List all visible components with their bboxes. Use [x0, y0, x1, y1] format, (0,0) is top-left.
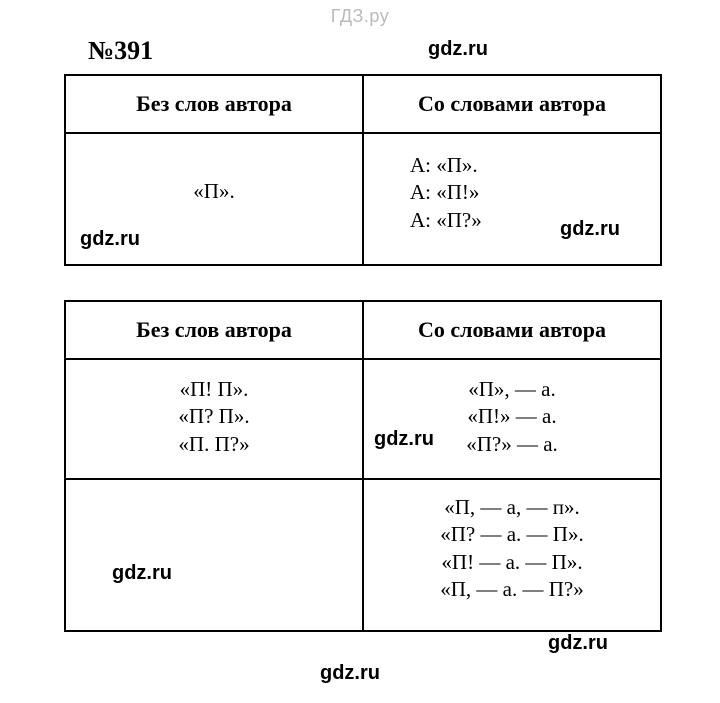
table-row: Без слов автора Со словами автора: [65, 301, 661, 359]
table-cell: «П».: [65, 133, 363, 265]
cell-line: А: «П!»: [410, 179, 482, 206]
table-header-right: Со словами автора: [363, 301, 661, 359]
cell-line: «П, — а. — П?»: [364, 576, 660, 603]
cell-line: «П! П».: [66, 376, 362, 403]
table-header-left: Без слов автора: [65, 75, 363, 133]
watermark-text: gdz.ru: [428, 38, 488, 61]
table-row: Без слов автора Со словами автора: [65, 75, 661, 133]
cell-line: «П? — а. — П».: [364, 521, 660, 548]
exercise-number: №391: [88, 36, 153, 66]
watermark-text: gdz.ru: [548, 632, 608, 655]
cell-line: А: «П?»: [410, 207, 482, 234]
cell-line: «П, — а, — п».: [364, 494, 660, 521]
top-watermark: ГДЗ.ру: [0, 6, 720, 27]
table-1: Без слов автора Со словами автора «П». А…: [64, 74, 662, 266]
table-cell: А: «П». А: «П!» А: «П?»: [363, 133, 661, 265]
table-row: «П, — а, — п». «П? — а. — П». «П! — а. —…: [65, 479, 661, 631]
table-cell: «П! П». «П? П». «П. П?»: [65, 359, 363, 479]
table-cell: «П», — а. «П!» — а. «П?» — а.: [363, 359, 661, 479]
table-header-left: Без слов автора: [65, 301, 363, 359]
page: ГДЗ.ру №391 gdz.ru gdz.ru gdz.ru gdz.ru …: [0, 0, 720, 703]
cell-line: А: «П».: [410, 152, 482, 179]
cell-line: «П?» — а.: [364, 431, 660, 458]
cell-line: «П! — а. — П».: [364, 549, 660, 576]
table-row: «П! П». «П? П». «П. П?» «П», — а. «П!» —…: [65, 359, 661, 479]
table-row: «П». А: «П». А: «П!» А: «П?»: [65, 133, 661, 265]
cell-line: «П».: [66, 178, 362, 205]
cell-line: «П», — а.: [364, 376, 660, 403]
table-cell: [65, 479, 363, 631]
cell-line: «П!» — а.: [364, 403, 660, 430]
cell-line: «П? П».: [66, 403, 362, 430]
cell-line: «П. П?»: [66, 431, 362, 458]
table-cell: «П, — а, — п». «П? — а. — П». «П! — а. —…: [363, 479, 661, 631]
table-2: Без слов автора Со словами автора «П! П»…: [64, 300, 662, 632]
table-header-right: Со словами автора: [363, 75, 661, 133]
watermark-text: gdz.ru: [320, 662, 380, 685]
